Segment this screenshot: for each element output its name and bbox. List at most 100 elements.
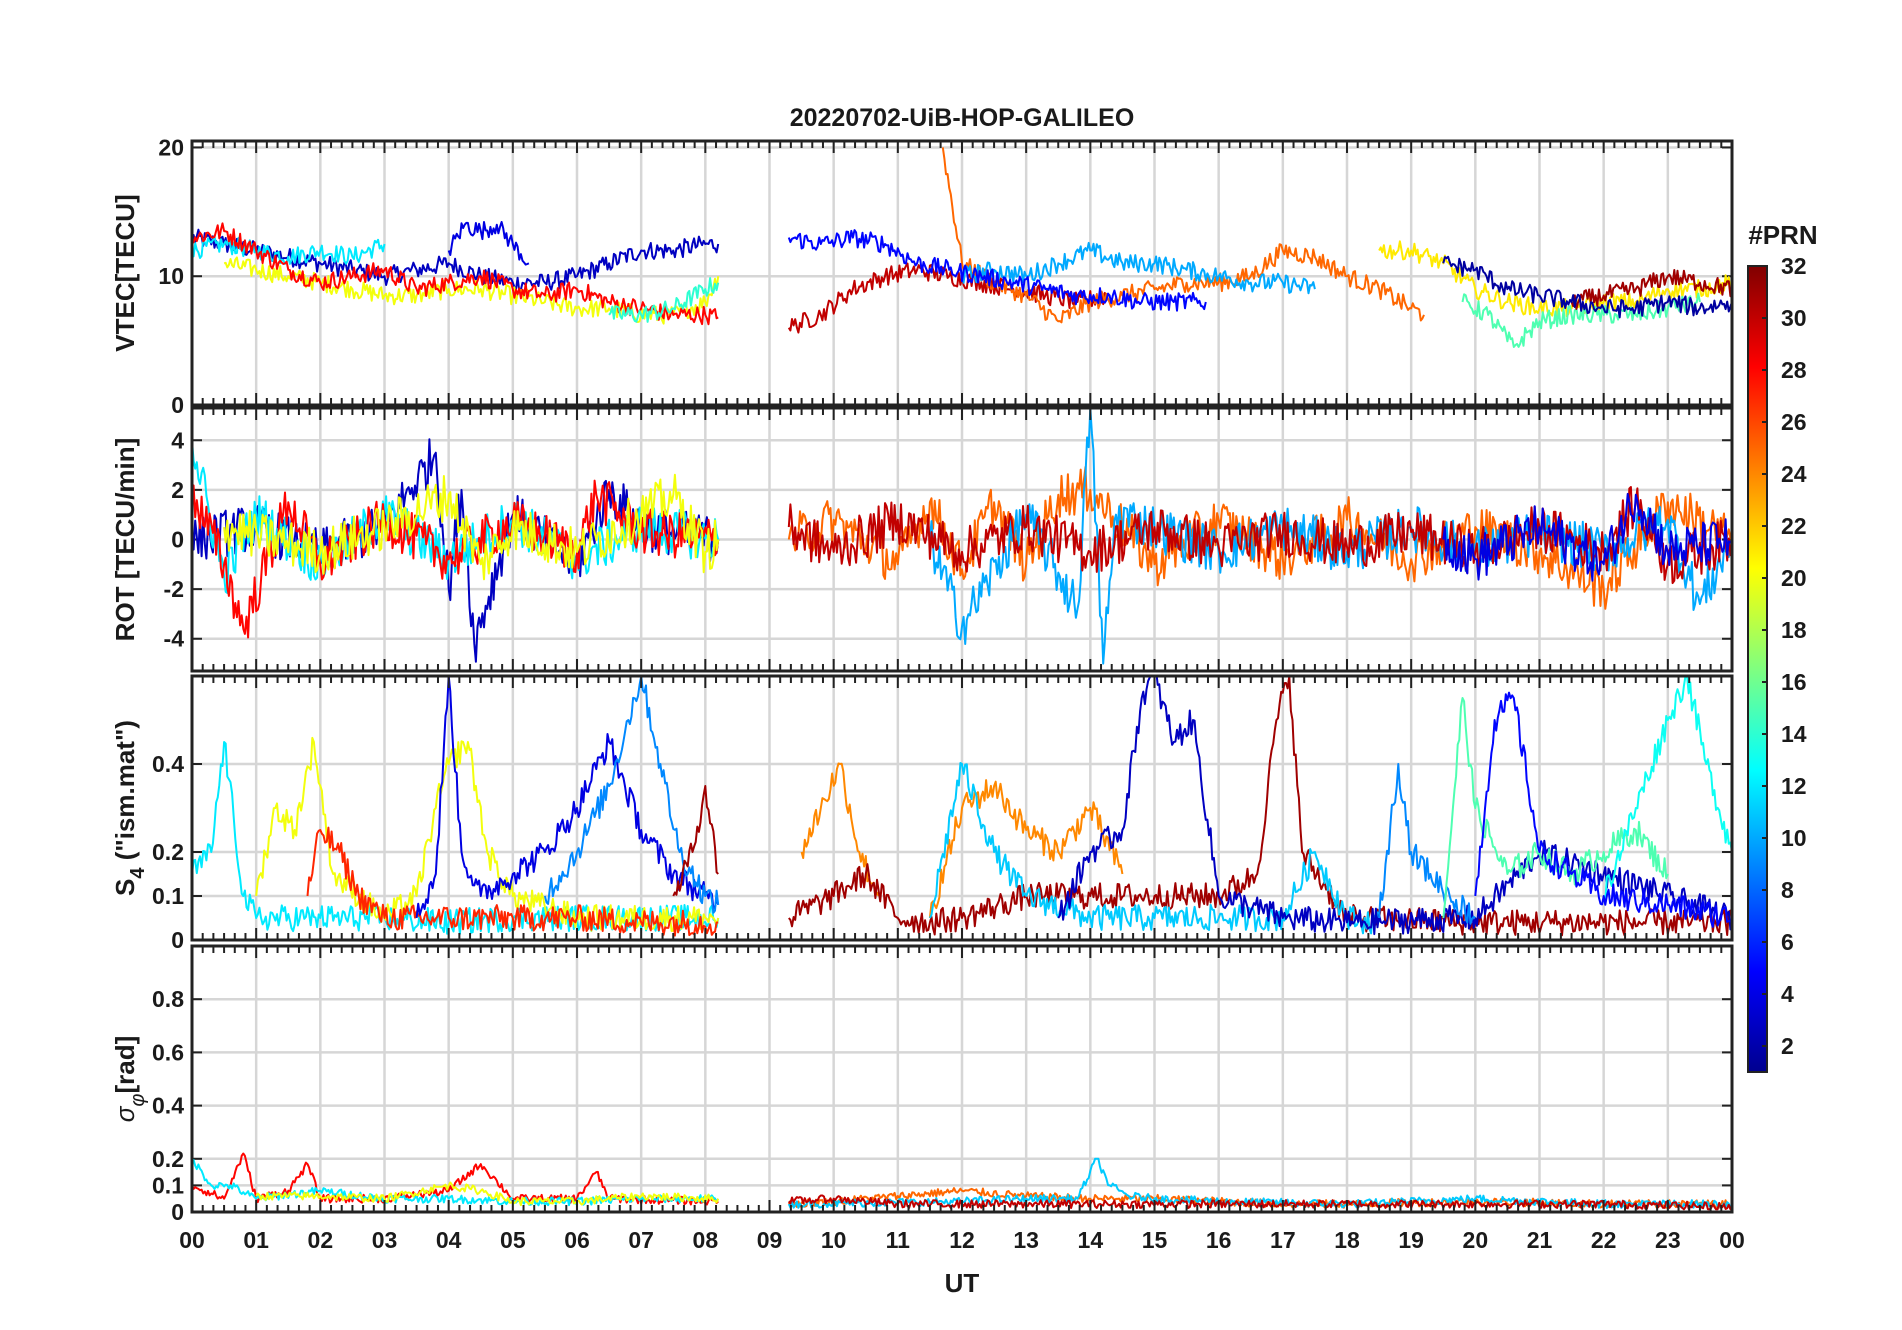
panel-sigma_phi: 00.10.20.40.60.8σφ[rad] (110, 944, 1734, 1225)
series-prn-12 (192, 236, 386, 265)
y-axis-label-rest: [rad] (110, 1036, 140, 1094)
panel-rot: -4 -2 0 2 4 ROT [TECU/min] (110, 406, 1734, 673)
series-prn-14 (608, 277, 720, 323)
series-prn-9 (543, 676, 720, 914)
x-tick-label: 21 (1527, 1227, 1553, 1253)
series-prn-3 (1057, 676, 1732, 936)
series-prn-4 (415, 676, 720, 919)
x-tick-label: 04 (436, 1227, 462, 1253)
x-tick-label: 10 (821, 1227, 847, 1253)
x-tick-label: 17 (1270, 1227, 1296, 1253)
x-tick-label: 18 (1334, 1227, 1360, 1253)
y-tick-label: 0 (171, 927, 184, 953)
series-prn-31 (1570, 269, 1732, 310)
x-tick-label: 09 (757, 1227, 783, 1253)
y-tick-label: 0.8 (152, 986, 184, 1012)
x-tick-label: 00 (179, 1227, 205, 1253)
series-prn-10 (961, 241, 1316, 295)
x-tick-label: 07 (628, 1227, 654, 1253)
series-prn-20 (223, 473, 720, 581)
panel-frame (190, 406, 1734, 673)
x-tick-label: 08 (693, 1227, 719, 1253)
series-prn-11 (787, 1157, 1732, 1209)
y-tick-label: 0.4 (152, 1093, 184, 1119)
panel-frame (190, 139, 1734, 407)
x-tick-label: 02 (308, 1227, 334, 1253)
y-tick-label: 0.4 (152, 751, 184, 777)
y-axis-label-sub: 4 (127, 867, 149, 879)
x-tick-label: 00 (1719, 1227, 1745, 1253)
series-prn-30 (788, 1194, 1732, 1211)
series-group (192, 147, 1732, 348)
x-tick-label: 16 (1206, 1227, 1232, 1253)
colorbar-tick-label: 4 (1781, 981, 1794, 1007)
y-axis-label-main: σ (110, 1105, 140, 1122)
series-prn-15 (1442, 697, 1669, 919)
y-tick-label: 0.1 (152, 883, 184, 909)
series-group (192, 1152, 1732, 1211)
series-group (192, 408, 1732, 665)
series-prn-4 (1442, 492, 1732, 582)
x-axis-label: UT (945, 1268, 980, 1298)
y-tick-label: 0 (171, 527, 184, 553)
series-prn-31 (672, 785, 719, 897)
series-prn-24 (800, 762, 880, 897)
colorbar-tick-label: 20 (1781, 565, 1807, 591)
x-tick-label: 05 (500, 1227, 526, 1253)
colorbar-tick-label: 6 (1781, 929, 1794, 955)
series-prn-4 (447, 221, 530, 266)
series-prn-2 (1442, 255, 1732, 319)
x-tick-label: 20 (1463, 1227, 1489, 1253)
series-prn-27 (306, 826, 719, 937)
y-tick-label: 2 (171, 477, 184, 503)
y-axis-label-main: S (110, 879, 140, 896)
colorbar-tick-label: 24 (1781, 461, 1807, 487)
series-prn-30 (787, 262, 1111, 334)
colorbar-scale (1747, 265, 1768, 1073)
x-tick-label: 03 (372, 1227, 398, 1253)
y-tick-label: -4 (164, 626, 185, 652)
colorbar-tick-label: 22 (1781, 513, 1807, 539)
y-tick-label: 0.1 (152, 1172, 184, 1198)
x-tick-label: 06 (564, 1227, 590, 1253)
x-tick-label: 22 (1591, 1227, 1617, 1253)
colorbar-tick-label: 8 (1781, 877, 1794, 903)
colorbar-tick-label: 18 (1781, 617, 1807, 643)
x-tick-labels: 00 01 02 03 04 05 06 07 08 09 10 11 12 13 14 15 16 17 18 19… (179, 1227, 1745, 1253)
y-axis-label-sub: φ (127, 1094, 149, 1107)
series-prn-5 (1474, 691, 1732, 928)
x-tick-label: 01 (243, 1227, 269, 1253)
y-tick-label: 0 (171, 392, 184, 418)
y-tick-label: 0.2 (152, 839, 184, 865)
series-prn-31 (788, 676, 1732, 937)
x-tick-label: 11 (886, 1227, 911, 1253)
series-prn-9 (1378, 763, 1476, 925)
series-prn-24 (928, 779, 1124, 919)
colorbar-tick-label: 12 (1781, 773, 1807, 799)
panel-frame (190, 674, 1734, 942)
series-prn-20 (255, 1181, 720, 1207)
x-tick-label: 23 (1655, 1227, 1681, 1253)
panel-vtec: 0 10 20 VTEC[TECU] (110, 134, 1734, 418)
series-prn-30 (787, 486, 1732, 585)
y-tick-label: 10 (158, 263, 184, 289)
series-group (192, 676, 1732, 937)
y-tick-label: 0 (171, 1199, 184, 1225)
colorbar-tick-label: 32 (1781, 253, 1807, 279)
colorbar-tick-label: 16 (1781, 669, 1807, 695)
y-axis-label: S4 ("ism.mat") (110, 720, 149, 896)
series-prn-5 (787, 229, 1207, 312)
series-prn-13 (1602, 676, 1732, 902)
panel-frame (190, 944, 1734, 1214)
colorbar-tick-label: 10 (1781, 825, 1807, 851)
colorbar-title: #PRN (1748, 220, 1817, 250)
y-axis-label-rest: ("ism.mat") (110, 720, 140, 867)
chart-title: 20220702-UiB-HOP-GALILEO (790, 104, 1135, 132)
series-prn-10 (928, 408, 1732, 665)
x-tick-label: 15 (1142, 1227, 1168, 1253)
y-axis-label: σφ[rad] (110, 1036, 149, 1123)
x-tick-label: 19 (1398, 1227, 1424, 1253)
x-tick-label: 12 (949, 1227, 975, 1253)
